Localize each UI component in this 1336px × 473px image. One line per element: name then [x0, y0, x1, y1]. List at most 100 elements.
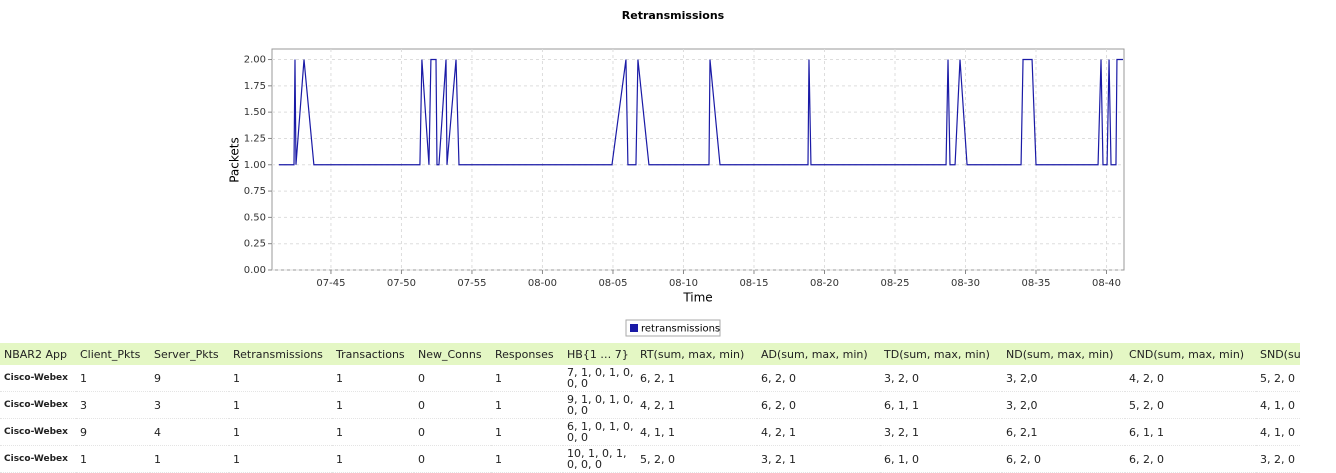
table-row: Cisco-Webex 1 9 1 1 0 1 7, 1, 0, 1, 0, 0, 0 6, 2…: [0, 365, 1300, 392]
table-cell: 6, 1, 0, 1, 0, 0, 0: [563, 418, 636, 446]
table-cell: 9, 1, 0, 1, 0, 0, 0: [563, 391, 636, 419]
header-cell: Responses: [491, 343, 563, 365]
table-cell: 3, 2,0: [1002, 391, 1125, 419]
table-cell: 3, 2, 0: [880, 365, 1002, 392]
header-cell: RT(sum, max, min): [636, 343, 757, 365]
y-tick-label: 1.25: [244, 133, 266, 144]
x-tick-label: 08-30: [951, 278, 980, 289]
table-cell: 4, 1, 0: [1256, 391, 1300, 419]
header-cell: New_Conns: [414, 343, 491, 365]
header-cell: AD(sum, max, min): [757, 343, 880, 365]
y-tick-label: 1.00: [244, 160, 266, 171]
table-cell: 6, 2, 0: [1125, 445, 1256, 473]
table-cell: 3, 2, 1: [757, 445, 880, 473]
header-cell: Transactions: [332, 343, 414, 365]
x-tick-label: 07-45: [316, 278, 345, 289]
y-tick-label: 2.00: [244, 55, 266, 66]
y-tick-label: 1.50: [244, 107, 266, 118]
table: NBAR2 App Client_Pkts Server_Pkts Retransmi…: [0, 343, 1300, 473]
legend-swatch: [630, 324, 638, 332]
table-cell: 0: [414, 445, 491, 473]
legend-label: retransmissions: [641, 324, 720, 335]
header-cell: SND(sum, max, min): [1256, 343, 1300, 365]
table-cell: 0: [414, 418, 491, 446]
x-axis-label: Time: [682, 291, 712, 305]
header-cell: Client_Pkts: [76, 343, 150, 365]
y-tick-label: 0.00: [244, 265, 266, 276]
table-cell: 6, 1, 0: [880, 445, 1002, 473]
table-row: Cisco-Webex 9 4 1 1 0 1 6, 1, 0, 1, 0, 0, 0 4, 1…: [0, 418, 1300, 446]
table-cell: 1: [491, 391, 563, 419]
table-cell: 1: [76, 445, 150, 473]
table-cell: 6, 1, 1: [880, 391, 1002, 419]
table-cell: 6, 2, 0: [757, 391, 880, 419]
table-cell: 6, 2, 0: [1002, 445, 1125, 473]
table-cell: 3, 2, 0: [1256, 445, 1300, 473]
table-cell: 4, 2, 1: [757, 418, 880, 446]
table-cell: 6, 2, 0: [757, 365, 880, 392]
header-cell: HB{1 … 7}: [563, 343, 636, 365]
table-cell: 3, 2, 1: [880, 418, 1002, 446]
table-cell: 1: [491, 365, 563, 392]
x-tick-label: 08-25: [880, 278, 909, 289]
header-cell: ND(sum, max, min): [1002, 343, 1125, 365]
table-cell: Cisco-Webex: [0, 391, 76, 419]
table-cell: 1: [332, 365, 414, 392]
table-cell: 0: [414, 391, 491, 419]
table-cell: 5, 2, 0: [636, 445, 757, 473]
table-cell: 4, 1, 0: [1256, 418, 1300, 446]
header-cell: CND(sum, max, min): [1125, 343, 1256, 365]
header-cell: NBAR2 App: [0, 343, 76, 365]
header-cell: Retransmissions: [229, 343, 332, 365]
table-cell: Cisco-Webex: [0, 365, 76, 392]
table-cell: 3, 2,0: [1002, 365, 1125, 392]
header-cell: TD(sum, max, min): [880, 343, 1002, 365]
table-cell: 4: [150, 418, 229, 446]
plot-area: [271, 48, 1125, 271]
table-cell: 1: [491, 445, 563, 473]
table-cell: 5, 2, 0: [1125, 391, 1256, 419]
table-cell: 1: [332, 418, 414, 446]
table-cell: Cisco-Webex: [0, 418, 76, 446]
chart-title: Retransmissions: [622, 9, 725, 22]
table-cell: 10, 1, 0, 1, 0, 0, 0: [563, 445, 636, 473]
x-tick-label: 08-10: [669, 278, 698, 289]
table-cell: 4, 1, 1: [636, 418, 757, 446]
x-tick-label: 07-50: [387, 278, 416, 289]
header-row: NBAR2 App Client_Pkts Server_Pkts Retransmi…: [0, 343, 1300, 365]
header-cell: Server_Pkts: [150, 343, 229, 365]
table-cell: Cisco-Webex: [0, 445, 76, 473]
table-cell: 1: [332, 445, 414, 473]
legend-box: [625, 319, 721, 337]
x-tick-label: 07-55: [457, 278, 486, 289]
y-tick-label: 0.50: [244, 212, 266, 223]
y-tick-label: 0.75: [244, 186, 266, 197]
table-cell: 6, 2, 1: [636, 365, 757, 392]
table-cell: 1: [229, 391, 332, 419]
table-cell: 3: [76, 391, 150, 419]
x-tick-label: 08-00: [528, 278, 557, 289]
x-tick-label: 08-15: [739, 278, 768, 289]
table-cell: 1: [332, 391, 414, 419]
chart: Retransmissions Time Packets 0.00 0.25 0.5…: [228, 9, 1125, 337]
table-cell: 9: [150, 365, 229, 392]
table-container: NBAR2 App Client_Pkts Server_Pkts Retransmi…: [0, 343, 1300, 473]
y-tick-label: 1.75: [244, 81, 266, 92]
table-cell: 1: [491, 418, 563, 446]
table-cell: 4, 2, 0: [1125, 365, 1256, 392]
table-row: Cisco-Webex 3 3 1 1 0 1 9, 1, 0, 1, 0, 0, 0 4, 2…: [0, 391, 1300, 419]
data-line: [278, 58, 1124, 166]
table-cell: 1: [229, 445, 332, 473]
y-tick-label: 0.25: [244, 239, 266, 250]
table-cell: 3: [150, 391, 229, 419]
x-tick-label: 08-20: [810, 278, 839, 289]
table-cell: 1: [229, 365, 332, 392]
x-tick-label: 08-40: [1092, 278, 1121, 289]
table-cell: 6, 1, 1: [1125, 418, 1256, 446]
table-cell: 9: [76, 418, 150, 446]
table-cell: 1: [229, 418, 332, 446]
table-cell: 5, 2, 0: [1256, 365, 1300, 392]
table-cell: 1: [150, 445, 229, 473]
table-cell: 0: [414, 365, 491, 392]
